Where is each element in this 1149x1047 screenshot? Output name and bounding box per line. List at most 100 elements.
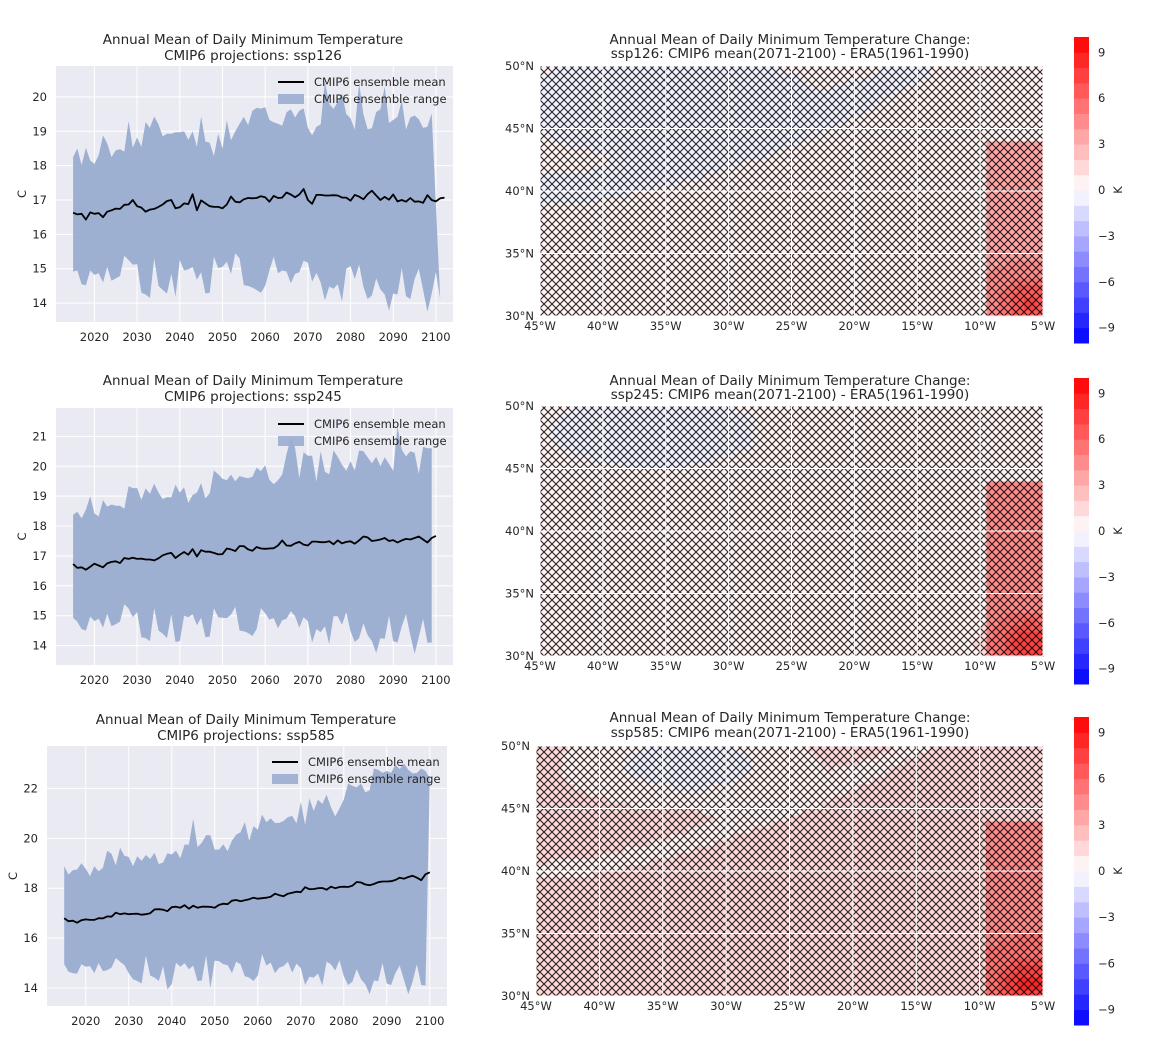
- legend-entry-mean: CMIP6 ensemble mean: [314, 75, 446, 89]
- colorbar-level: [1074, 220, 1089, 237]
- x-tick-label: 2050: [208, 673, 237, 687]
- chart-title-line2: CMIP6 projections: ssp126: [164, 48, 342, 64]
- colorbar-level: [1074, 266, 1089, 283]
- y-tick-label: 16: [32, 579, 47, 593]
- latitude-tick-label: 35°N: [505, 247, 534, 261]
- legend-entry-range: CMIP6 ensemble range: [314, 92, 447, 106]
- colorbar-level: [1074, 174, 1089, 191]
- colorbar-level: [1074, 312, 1089, 329]
- x-tick-label: 2070: [293, 330, 322, 344]
- x-tick-label: 2100: [421, 330, 450, 344]
- y-tick-label: 15: [32, 609, 47, 623]
- x-tick-label: 2060: [251, 673, 280, 687]
- map-title-line2: ssp126: CMIP6 mean(2071-2100) - ERA5(196…: [611, 46, 969, 62]
- y-tick-label: 20: [23, 831, 38, 845]
- colorbar-level: [1074, 327, 1089, 344]
- y-tick-label: 18: [23, 881, 38, 895]
- colorbar-level: [1074, 144, 1089, 160]
- ensemble-mean-line: [63, 871, 431, 924]
- x-tick-label: 2020: [80, 330, 109, 344]
- x-tick-label: 2090: [379, 330, 408, 344]
- latitude-tick-label: 30°N: [505, 309, 534, 323]
- y-tick-label: 16: [32, 227, 47, 241]
- x-tick-label: 2080: [336, 673, 365, 687]
- x-tick-label: 2070: [293, 673, 322, 687]
- colorbar-tick-label: 0: [1098, 183, 1105, 197]
- colorbar-level: [1074, 190, 1089, 206]
- colorbar-level: [1074, 159, 1089, 176]
- chart-title-line2: CMIP6 projections: ssp585: [157, 728, 335, 744]
- latitude-tick-label: 45°N: [505, 122, 534, 136]
- map-ssp126: Annual Mean of Daily Minimum Temperature…: [505, 32, 1125, 344]
- chart-title-line1: Annual Mean of Daily Minimum Temperature: [96, 712, 396, 728]
- colorbar-tick-label: 6: [1098, 91, 1105, 105]
- y-axis-label: C: [6, 872, 20, 880]
- x-tick-label: 2040: [157, 1014, 186, 1028]
- line-chart-ssp126: Annual Mean of Daily Minimum Temperature…: [15, 32, 453, 344]
- line-chart-ssp585: Annual Mean of Daily Minimum Temperature…: [6, 712, 447, 1028]
- y-tick-label: 15: [32, 262, 47, 276]
- colorbar-level: [1074, 205, 1089, 222]
- colorbar-level: [1074, 251, 1089, 267]
- y-tick-label: 22: [23, 781, 38, 795]
- colorbar-level: [1074, 281, 1089, 298]
- x-tick-label: 2080: [336, 330, 365, 344]
- x-tick-label: 2090: [372, 1014, 401, 1028]
- longitude-tick-label: 35°W: [650, 319, 682, 333]
- x-tick-label: 2100: [415, 1014, 444, 1028]
- colorbar-level: [1074, 297, 1089, 313]
- x-tick-label: 2020: [80, 673, 109, 687]
- y-tick-label: 18: [32, 159, 47, 173]
- map-title-line1: Annual Mean of Daily Minimum Temperature…: [610, 32, 971, 48]
- legend-entry-range: CMIP6 ensemble range: [314, 434, 447, 448]
- longitude-tick-label: 20°W: [838, 319, 870, 333]
- line-chart-ssp245: Annual Mean of Daily Minimum Temperature…: [15, 373, 453, 687]
- legend: CMIP6 ensemble mean CMIP6 ensemble range: [278, 75, 447, 106]
- colorbar-tick-label: 9: [1098, 45, 1105, 59]
- y-axis-label: C: [15, 532, 29, 540]
- longitude-tick-label: 40°W: [587, 319, 619, 333]
- chart-title-line1: Annual Mean of Daily Minimum Temperature: [103, 373, 403, 389]
- colorbar-level: [1074, 52, 1089, 69]
- colorbar-label: K: [1111, 186, 1125, 194]
- legend: CMIP6 ensemble mean CMIP6 ensemble range: [278, 417, 447, 448]
- longitude-tick-label: 25°W: [776, 319, 808, 333]
- y-tick-label: 17: [32, 549, 47, 563]
- colorbar-tick-label: −6: [1098, 275, 1115, 289]
- chart-title-line1: Annual Mean of Daily Minimum Temperature: [103, 32, 403, 48]
- longitude-tick-label: 5°W: [1031, 319, 1055, 333]
- ensemble-range-area: [64, 763, 430, 995]
- map-title-line2: ssp245: CMIP6 mean(2071-2100) - ERA5(196…: [611, 387, 969, 403]
- longitude-tick-label: 15°W: [901, 319, 933, 333]
- legend-area-swatch: [272, 774, 298, 784]
- colorbar-level: [1074, 235, 1089, 252]
- x-tick-label: 2040: [165, 330, 194, 344]
- y-tick-label: 20: [32, 459, 47, 473]
- y-tick-label: 18: [32, 519, 47, 533]
- legend-entry-range: CMIP6 ensemble range: [308, 772, 441, 786]
- chart-title-line2: CMIP6 projections: ssp245: [164, 389, 342, 405]
- latitude-tick-label: 50°N: [505, 59, 534, 73]
- legend-area-swatch: [278, 436, 304, 446]
- colorbar-tick-label: −9: [1098, 321, 1115, 335]
- colorbar-level: [1074, 128, 1089, 145]
- x-tick-label: 2060: [251, 330, 280, 344]
- x-tick-label: 2100: [421, 673, 450, 687]
- y-tick-label: 14: [32, 296, 47, 310]
- colorbar-level: [1074, 67, 1089, 84]
- legend-area-swatch: [278, 94, 304, 104]
- x-tick-label: 2030: [122, 673, 151, 687]
- ensemble-range-area: [73, 426, 432, 654]
- map-title-line1: Annual Mean of Daily Minimum Temperature…: [610, 373, 971, 389]
- colorbar-level: [1074, 82, 1089, 99]
- ensemble-mean-line: [72, 535, 437, 571]
- x-tick-label: 2040: [165, 673, 194, 687]
- y-tick-label: 17: [32, 193, 47, 207]
- y-tick-label: 14: [32, 639, 47, 653]
- legend-entry-mean: CMIP6 ensemble mean: [314, 417, 446, 431]
- latitude-tick-label: 40°N: [505, 184, 534, 198]
- colorbar-tick-label: 3: [1098, 137, 1105, 151]
